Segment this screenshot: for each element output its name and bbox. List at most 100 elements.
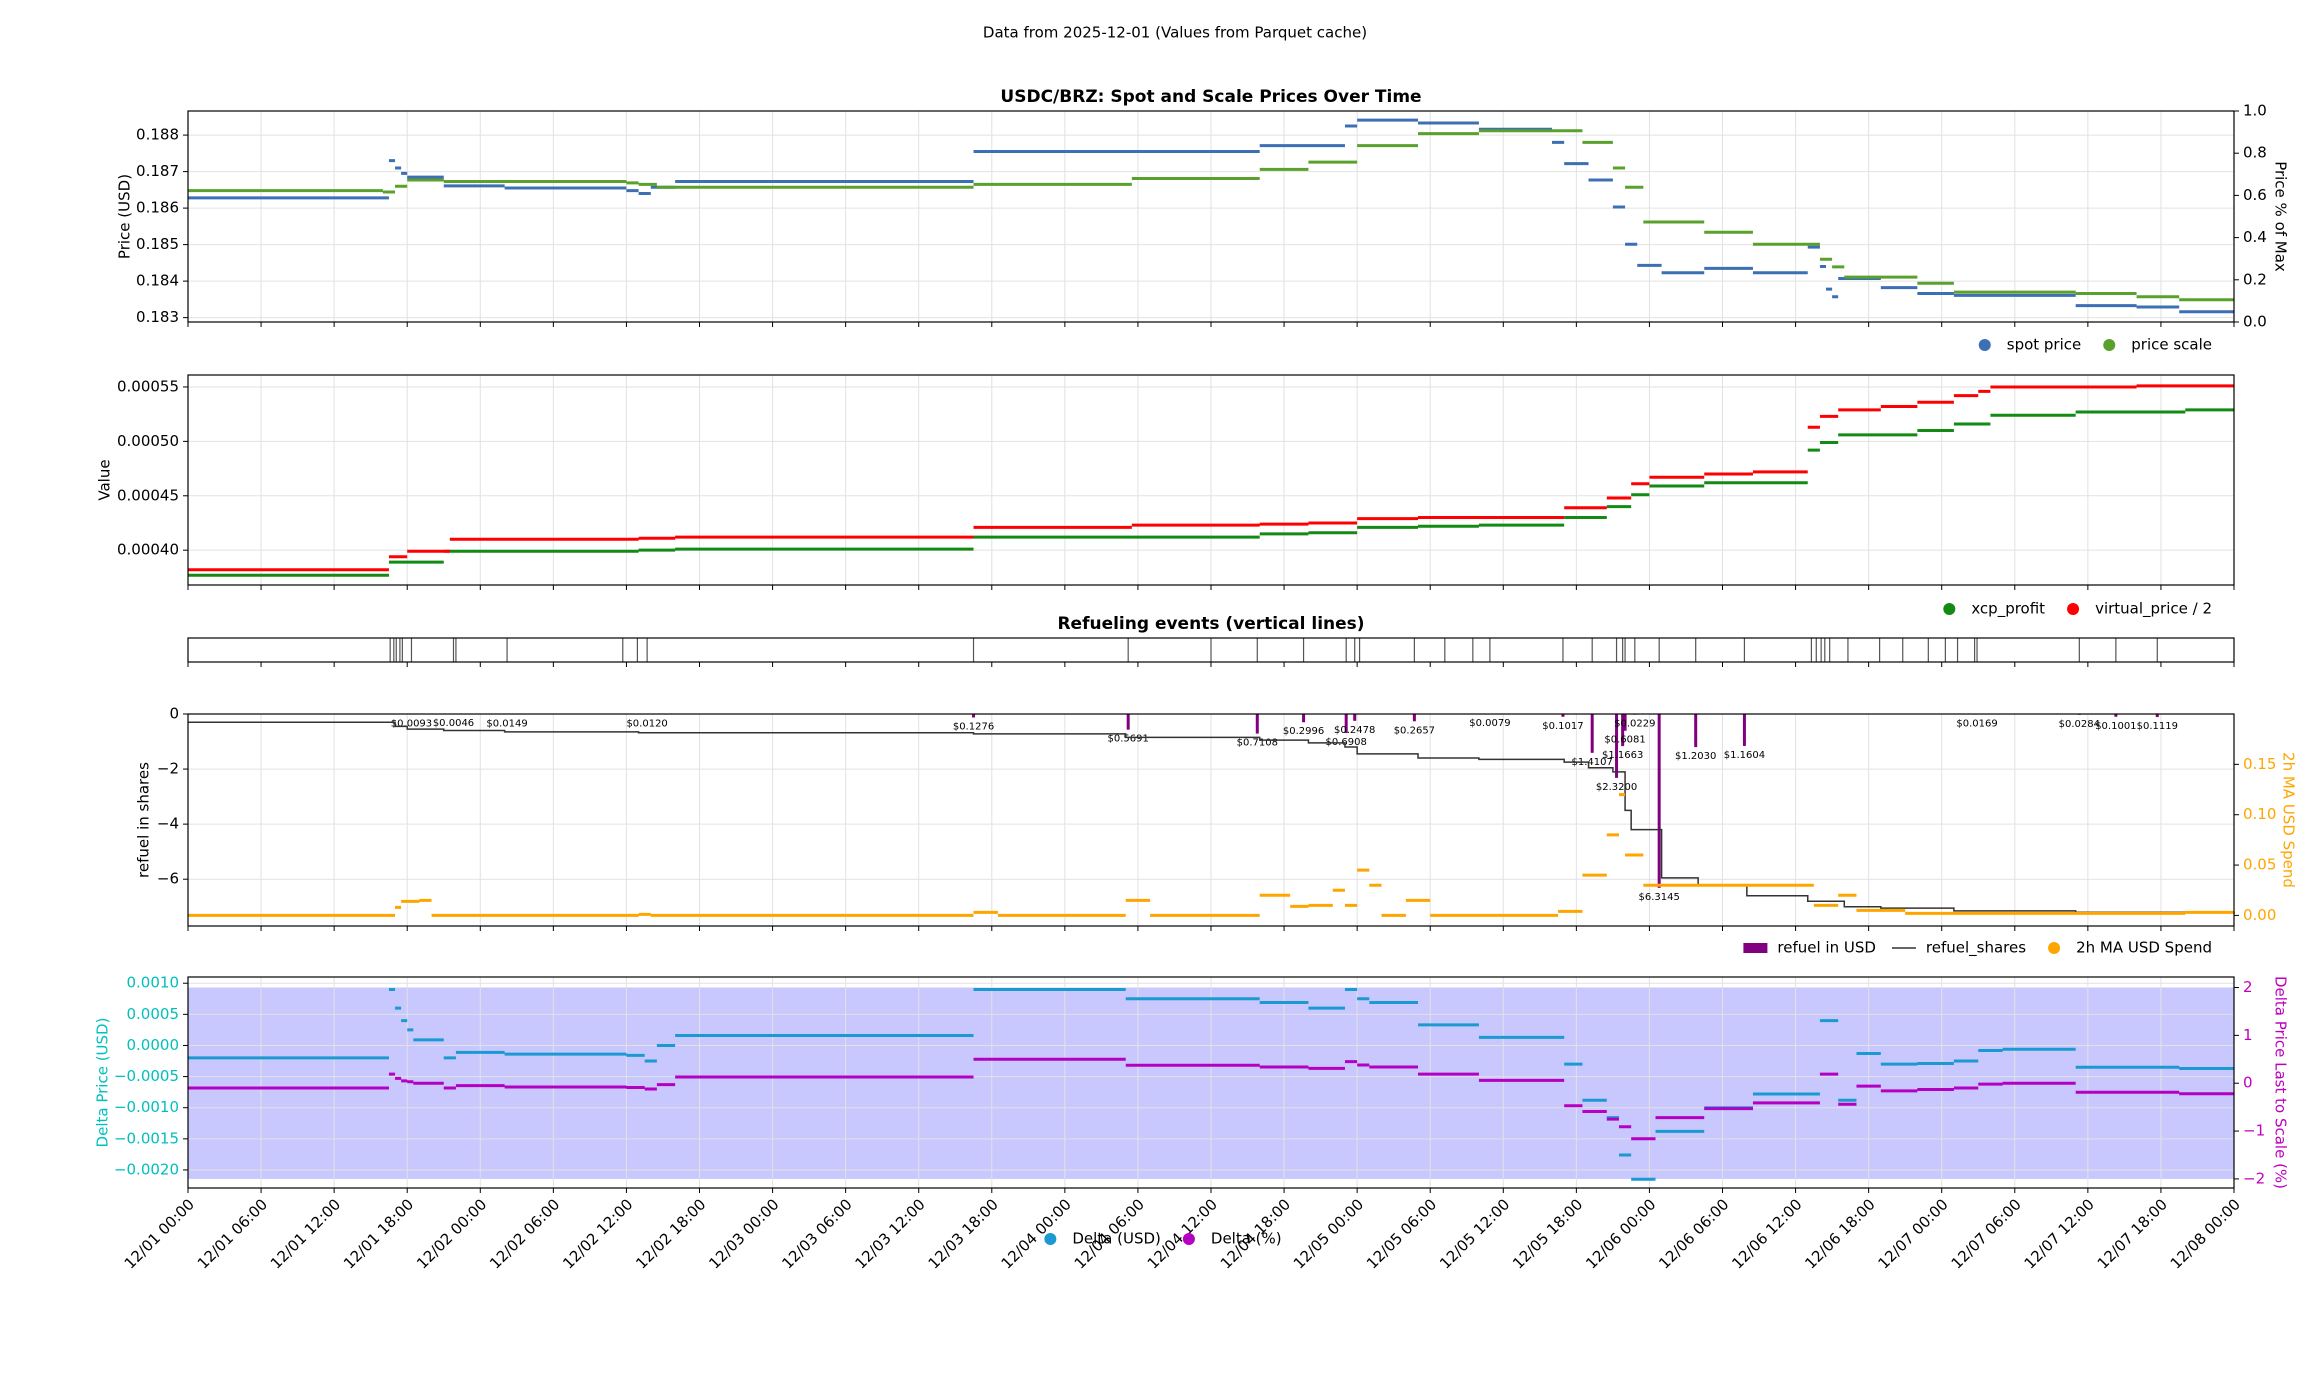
bar-label: $1.2030 — [1675, 751, 1716, 762]
legend-swatch — [2048, 942, 2061, 954]
bar-label: $1.4107 — [1572, 757, 1613, 768]
y-tick-label: −0.0020 — [114, 1160, 179, 1178]
bar-label: $0.2478 — [1334, 725, 1375, 736]
axes-frame — [187, 110, 2235, 323]
refuel-bar — [2155, 714, 2159, 718]
legend-swatch — [1978, 339, 1991, 351]
y2-tick-label: 0.0 — [2243, 313, 2267, 331]
legend-swatch — [2103, 339, 2116, 351]
bar-label: $0.1276 — [953, 722, 994, 733]
y2-tick-label: 0.2 — [2243, 270, 2267, 288]
bar-label: $0.2657 — [1394, 725, 1435, 736]
bar-label: $0.0229 — [1614, 719, 1655, 730]
bar-label: $2.3200 — [1596, 782, 1637, 793]
refuel-bar — [1353, 714, 1357, 721]
y-tick-label: 0.0005 — [127, 1005, 180, 1023]
y-tick-label: 0.0000 — [127, 1036, 180, 1054]
series-line — [188, 987, 2234, 1181]
legend-swatch — [1743, 943, 1768, 953]
y-axis-label: refuel in shares — [135, 762, 153, 878]
bar-label: $6.3145 — [1638, 892, 1679, 903]
y2-tick-label: 0.10 — [2243, 805, 2276, 823]
bar-label: $1.1604 — [1724, 750, 1765, 761]
refuel-bar — [1694, 714, 1698, 748]
y-tick-label: 0.185 — [136, 235, 179, 253]
y2-axis-label: Delta Price Last to Scale (%) — [2272, 976, 2290, 1189]
y-tick-label: 0.00040 — [117, 541, 179, 559]
refuel-bar — [972, 714, 976, 718]
bar-label: $0.6908 — [1326, 737, 1367, 748]
y2-tick-label: 0.00 — [2243, 906, 2276, 924]
legend-label: price scale — [2131, 336, 2212, 354]
y2-tick-label: 0.6 — [2243, 186, 2267, 204]
y-tick-label: −0.0005 — [114, 1067, 179, 1085]
y-tick-label: 0.00045 — [117, 486, 179, 504]
y-tick-label: −0.0015 — [114, 1129, 179, 1147]
axes-frame — [187, 976, 2235, 1189]
refuel-bar — [1742, 714, 1746, 746]
y2-tick-label: −1 — [2243, 1122, 2265, 1140]
legend-swatch — [1044, 1233, 1057, 1245]
y-tick-label: 0.188 — [136, 126, 179, 144]
refuel-bar — [1126, 714, 1130, 730]
legend-label: 2h MA USD Spend — [2076, 939, 2212, 957]
y2-tick-label: 0.15 — [2243, 755, 2276, 773]
series-line — [188, 384, 2234, 572]
bar-label: $0.1001 — [2095, 721, 2136, 732]
bar-label: $0.1017 — [1542, 721, 1583, 732]
bar-label: $0.1119 — [2137, 721, 2178, 732]
y2-tick-label: −2 — [2243, 1169, 2265, 1187]
y-tick-label: 0.00055 — [117, 377, 179, 395]
bar-label: $0.0149 — [486, 718, 527, 729]
axes-frame — [187, 374, 2235, 586]
y-axis-label: Value — [96, 459, 114, 500]
y-tick-label: 0.0010 — [127, 974, 180, 992]
legend-label: Delta (%) — [1211, 1230, 1282, 1248]
bar-label: $0.0093 — [391, 718, 432, 729]
suptitle: Data from 2025-12-01 (Values from Parque… — [983, 24, 1367, 42]
y-tick-label: −4 — [157, 815, 179, 833]
refuel-bar — [1615, 714, 1619, 778]
bar-label: $0.0120 — [626, 718, 667, 729]
panel-title: Refueling events (vertical lines) — [1057, 614, 1364, 634]
legend-label: refuel_shares — [1926, 939, 2026, 958]
bar-label: $0.7108 — [1237, 738, 1278, 749]
refuel-bar — [1344, 714, 1348, 734]
refuel-bar — [1590, 714, 1594, 753]
y2-tick-label: 0 — [2243, 1074, 2253, 1092]
bar-label: $1.1663 — [1602, 750, 1643, 761]
refuel-bar — [1255, 714, 1259, 734]
series-line — [188, 408, 2234, 577]
y2-tick-label: 0.05 — [2243, 856, 2276, 874]
bar-label: $0.0079 — [1469, 718, 1510, 729]
refuel-bar — [1302, 714, 1306, 723]
y2-tick-label: 0.8 — [2243, 144, 2267, 162]
axes-frame — [187, 713, 2235, 927]
legend-swatch — [1943, 603, 1956, 615]
y-axis-label: Delta Price (USD) — [94, 1018, 112, 1148]
y-axis-label: Price (USD) — [116, 174, 134, 259]
refuel-bar — [1621, 714, 1625, 747]
y2-tick-label: 1.0 — [2243, 102, 2267, 120]
refuel-bar — [1657, 714, 1661, 888]
bar-label: $0.5691 — [1108, 734, 1149, 745]
refuel-bar — [1561, 714, 1565, 717]
bar-label: $0.0169 — [1956, 718, 1997, 729]
bar-label: $0.0046 — [433, 718, 474, 729]
legend-swatch — [1182, 1233, 1195, 1245]
y-tick-label: 0.184 — [136, 272, 179, 290]
y2-tick-label: 1 — [2243, 1026, 2253, 1044]
y-tick-label: 0.186 — [136, 199, 179, 217]
legend-label: xcp_profit — [1971, 600, 2045, 619]
y2-axis-label: 2h MA USD Spend — [2280, 752, 2298, 888]
y2-tick-label: 2 — [2243, 978, 2253, 996]
legend-label: spot price — [2007, 336, 2082, 354]
legend-swatch — [2067, 603, 2080, 615]
y-tick-label: 0.00050 — [117, 432, 179, 450]
series-line — [188, 129, 2234, 302]
legend-label: Delta (USD) — [1072, 1230, 1161, 1248]
series-line — [188, 1057, 2234, 1141]
y-tick-label: −2 — [157, 760, 179, 778]
